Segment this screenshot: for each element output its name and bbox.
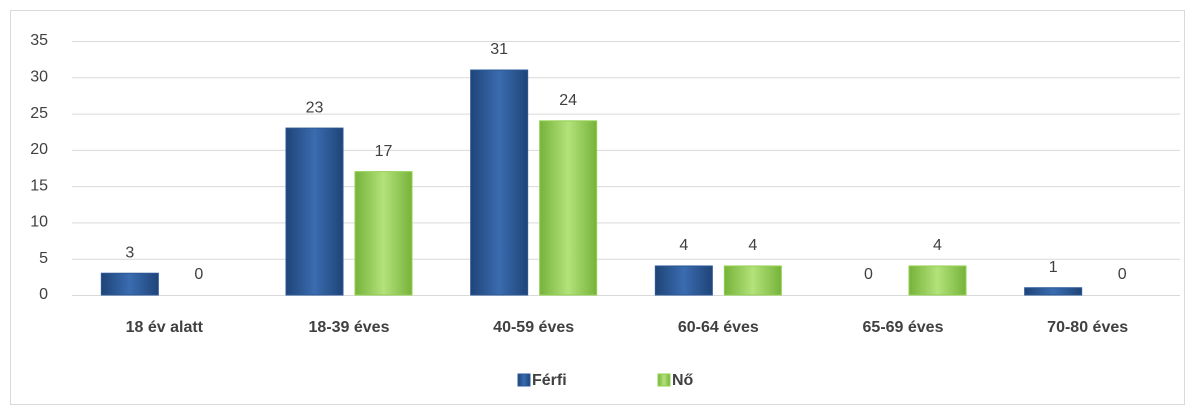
bar (354, 171, 413, 296)
value-label: 4 (933, 237, 942, 254)
x-tick-label: 70-80 éves (1047, 319, 1128, 336)
bar (470, 69, 529, 296)
y-tick-label: 10 (30, 214, 48, 231)
y-tick-label: 35 (30, 32, 48, 49)
bar (285, 127, 344, 296)
chart-frame (10, 10, 1185, 405)
legend-swatch (657, 373, 671, 387)
value-label: 24 (559, 92, 577, 109)
value-label: 0 (1118, 266, 1127, 283)
value-label: 3 (125, 244, 134, 261)
value-label: 0 (194, 266, 203, 283)
y-tick-label: 0 (39, 286, 48, 303)
value-label: 17 (375, 143, 393, 160)
value-label: 1 (1049, 259, 1058, 276)
y-tick-label: 25 (30, 105, 48, 122)
bar (723, 265, 782, 296)
value-label: 4 (679, 237, 688, 254)
bar (908, 265, 967, 296)
x-tick-label: 18-39 éves (309, 319, 390, 336)
y-tick-label: 5 (39, 250, 48, 267)
value-label: 23 (306, 99, 324, 116)
x-tick-label: 40-59 éves (493, 319, 574, 336)
bar (539, 120, 598, 296)
bar (100, 272, 159, 296)
legend-swatch (517, 373, 531, 387)
legend-label: Nő (672, 372, 694, 389)
value-label: 0 (864, 266, 873, 283)
bar (654, 265, 713, 296)
y-tick-label: 15 (30, 177, 48, 194)
value-label: 31 (490, 41, 508, 58)
value-label: 4 (748, 237, 757, 254)
y-tick-label: 30 (30, 69, 48, 86)
legend-label: Férfi (532, 372, 567, 389)
y-tick-label: 20 (30, 141, 48, 158)
x-tick-label: 65-69 éves (863, 319, 944, 336)
x-tick-label: 18 év alatt (126, 319, 204, 336)
bar (1024, 287, 1083, 296)
x-tick-label: 60-64 éves (678, 319, 759, 336)
